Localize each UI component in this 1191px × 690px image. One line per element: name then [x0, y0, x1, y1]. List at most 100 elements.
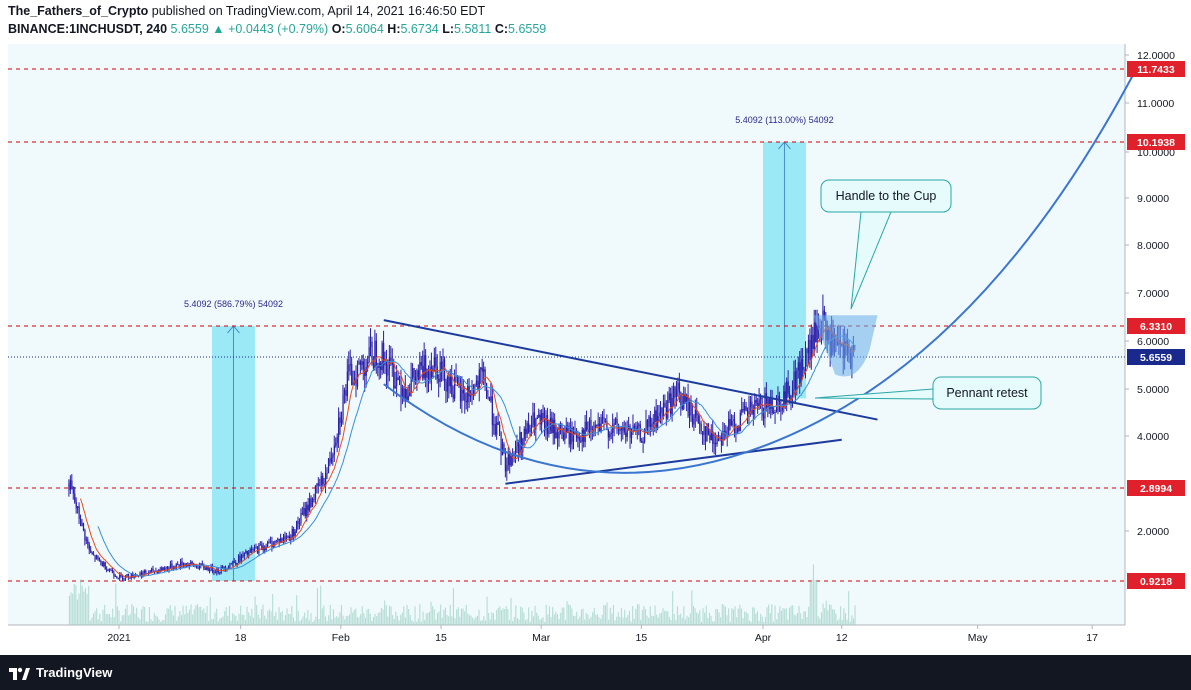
candle-body [419, 362, 421, 380]
volume-bar [97, 619, 99, 625]
volume-bar [275, 611, 277, 625]
candle-body [164, 568, 166, 570]
tradingview-logo-icon[interactable] [8, 665, 30, 681]
volume-bar [273, 615, 275, 625]
candle-body [119, 574, 121, 579]
candle-body [261, 544, 263, 550]
candle-body [204, 568, 206, 570]
volume-bar [256, 604, 258, 625]
candle-body [758, 399, 760, 406]
volume-bar [148, 607, 151, 625]
candle-body [464, 393, 466, 401]
candle-body [528, 423, 530, 433]
volume-bar [603, 605, 605, 625]
candle-body [565, 425, 567, 433]
candle-body [806, 348, 808, 354]
candle-body [703, 426, 705, 436]
candle-body [739, 412, 741, 432]
candle-body [523, 428, 525, 440]
candle-body [562, 434, 565, 440]
volume-bar [633, 618, 635, 625]
volume-bar [798, 605, 800, 625]
level-price-tag-bg [1127, 573, 1185, 589]
footer-brand[interactable]: TradingView [36, 665, 113, 680]
volume-bar [316, 588, 319, 625]
price-tick-label: 12.0000 [1137, 50, 1175, 62]
volume-bar [366, 609, 368, 625]
volume-bar [585, 612, 587, 625]
volume-bar [259, 618, 261, 625]
candle-body [330, 457, 333, 463]
candle-body [210, 565, 212, 572]
volume-bar [232, 613, 234, 625]
candle-body [773, 412, 775, 414]
volume-bar [254, 596, 256, 625]
volume-bar [147, 621, 149, 625]
volume-bar [384, 600, 386, 625]
volume-bar [184, 614, 186, 625]
candle-body [525, 428, 527, 435]
candle-body [590, 420, 592, 430]
candle-body [636, 425, 639, 432]
candle-body [145, 570, 147, 574]
volume-bar [809, 581, 811, 625]
volume-bar [504, 609, 506, 625]
candle-body [767, 399, 769, 408]
candle-body [362, 361, 364, 370]
chart-area[interactable]: 12.0000 11.0000 10.0000 9.0000 8.0000 7.0000 6… [0, 44, 1191, 655]
volume-bar [483, 616, 485, 625]
candle-body [168, 567, 170, 571]
volume-bar [844, 613, 847, 625]
time-tick-label: 15 [636, 632, 648, 644]
volume-bar [536, 612, 538, 625]
volume-bar [780, 610, 783, 625]
volume-bar [136, 607, 138, 625]
volume-bar [644, 608, 647, 625]
candle-body [258, 544, 260, 554]
candle-body [196, 565, 198, 568]
volume-bar [508, 620, 511, 625]
candle-body [232, 561, 234, 564]
open-label: O: [331, 22, 346, 36]
author-name[interactable]: The_Fathers_of_Crypto [8, 4, 149, 18]
candle-body [654, 410, 656, 422]
candle-body [815, 322, 817, 343]
volume-bar [728, 608, 730, 625]
candle-body [807, 340, 810, 354]
candle-body [793, 371, 795, 390]
volume-bar [193, 609, 195, 625]
volume-bar [345, 616, 347, 625]
candle-body [451, 376, 453, 395]
time-tick-label: Apr [755, 632, 772, 644]
candle-body [420, 362, 422, 366]
candle-body [548, 430, 550, 435]
candle-body [127, 574, 130, 578]
candle-body [784, 391, 786, 405]
candle-body [151, 568, 153, 571]
candle-body [570, 427, 572, 445]
volume-bar [422, 611, 424, 625]
volume-bar [742, 618, 744, 625]
candle-body [799, 362, 801, 384]
volume-bar [531, 610, 533, 625]
volume-bar [763, 621, 765, 625]
candle-body [794, 371, 797, 390]
volume-bar [214, 612, 216, 625]
candle-body [599, 423, 601, 432]
volume-bar [550, 617, 552, 625]
volume-bar [672, 591, 674, 625]
volume-bar [126, 604, 128, 625]
candle-body [336, 436, 338, 443]
symbol-name[interactable]: BINANCE:1INCHUSDT, 240 [8, 22, 168, 36]
volume-bar [155, 615, 157, 625]
volume-bar [683, 606, 685, 625]
high-value: 5.6734 [400, 22, 439, 36]
price-chart[interactable]: 12.000011.000010.00009.00008.00007.00006… [0, 44, 1191, 655]
candle-body [774, 411, 776, 413]
candle-body [387, 368, 389, 376]
candle-body [454, 377, 456, 399]
volume-bar [564, 620, 567, 625]
volume-bar [104, 604, 106, 625]
volume-bar [512, 620, 514, 625]
volume-bar [336, 616, 338, 625]
